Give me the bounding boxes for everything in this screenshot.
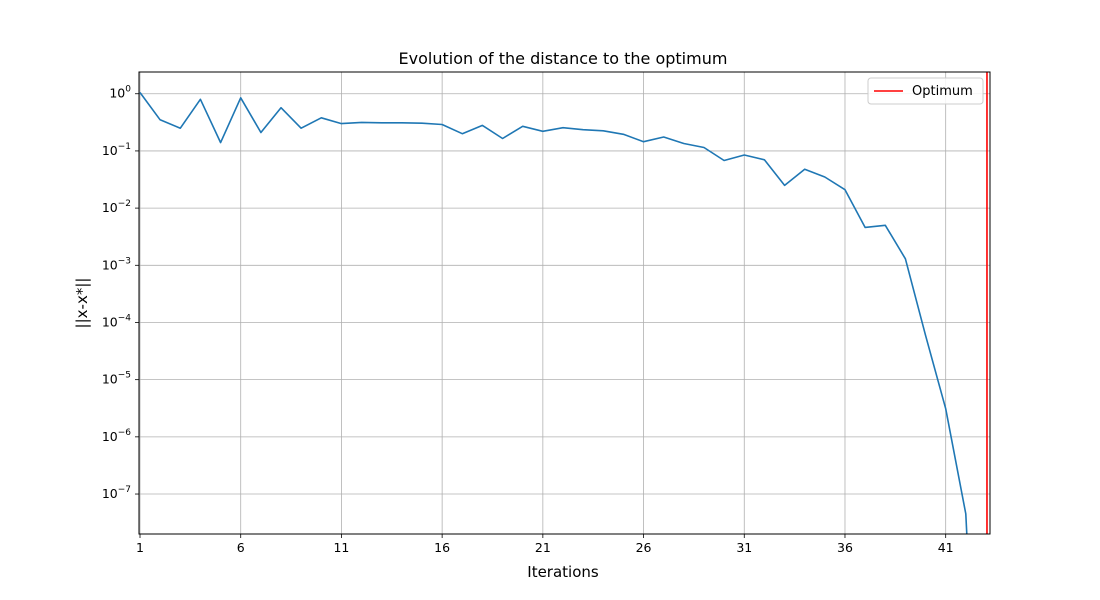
chart-title: Evolution of the distance to the optimum bbox=[399, 49, 728, 68]
x-ticks: 1 6 11 16 21 26 31 36 41 bbox=[136, 534, 954, 555]
y-tick-label: 10−2 bbox=[102, 199, 131, 215]
y-axis-label: ||x-x*|| bbox=[73, 278, 91, 329]
legend-label: Optimum bbox=[912, 84, 973, 99]
x-tick-label: 16 bbox=[434, 540, 450, 555]
y-tick-label: 10−5 bbox=[102, 371, 131, 387]
y-tick-label: 10−7 bbox=[102, 485, 131, 501]
x-tick-label: 6 bbox=[237, 540, 245, 555]
series-line-0 bbox=[139, 92, 968, 534]
x-tick-label: 41 bbox=[938, 540, 954, 555]
x-tick-label: 1 bbox=[136, 540, 144, 555]
x-tick-label: 21 bbox=[535, 540, 551, 555]
series-layer bbox=[139, 92, 968, 534]
x-tick-label: 26 bbox=[636, 540, 652, 555]
y-tick-label: 10−1 bbox=[102, 142, 131, 158]
grid bbox=[139, 72, 990, 534]
y-tick-label: 10−6 bbox=[102, 428, 131, 444]
x-axis-label: Iterations bbox=[527, 563, 599, 581]
y-ticks: 10−7 10−6 10−5 10−4 10−3 10−2 10−1 100 bbox=[102, 85, 139, 501]
x-tick-label: 36 bbox=[837, 540, 853, 555]
y-tick-label: 10−3 bbox=[102, 256, 131, 272]
plot-frame bbox=[138, 71, 991, 535]
y-tick-label: 10−4 bbox=[102, 313, 131, 329]
y-tick-label: 100 bbox=[109, 85, 131, 101]
legend-box bbox=[867, 77, 984, 105]
x-tick-label: 11 bbox=[333, 540, 349, 555]
x-tick-label: 31 bbox=[736, 540, 752, 555]
legend: Optimum bbox=[867, 77, 984, 105]
